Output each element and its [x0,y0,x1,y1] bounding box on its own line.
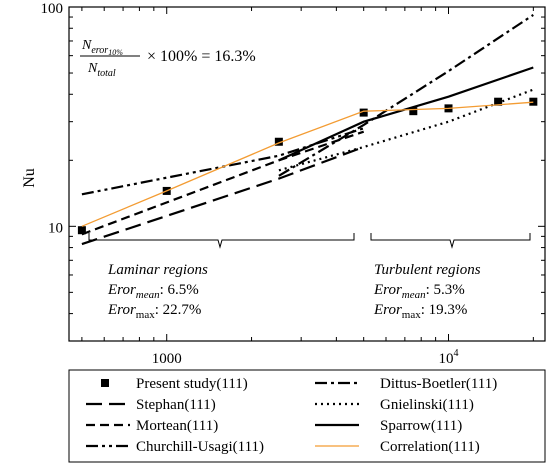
churchill-usagi-line [81,127,365,196]
x-tick-label: 104 [439,348,459,367]
legend-gnielinski-label: Gnielinski(111) [380,397,474,413]
laminar-mean: Erormean: 6.5% [107,282,199,301]
laminar-brace [88,233,355,249]
laminar-stats: Laminar regions Erormean: 6.5% Erormax: … [107,262,208,321]
dittus-boetler-line [278,13,534,177]
legend-present-study-label: Present study(111) [136,376,248,392]
laminar-title: Laminar regions [107,262,208,278]
legend-sparrow-label: Sparrow(111) [380,418,462,434]
present-study-point [529,97,538,106]
turbulent-brace [370,233,531,249]
present-study-point [409,107,418,116]
legend-mortean-label: Mortean(111) [136,418,218,434]
plot-frame [68,6,546,342]
gnielinski-line [278,88,534,172]
laminar-max: Erormax: 22.7% [107,302,201,321]
y-tick-label: 100 [41,1,64,17]
turbulent-title: Turbulent regions [374,262,481,278]
axis-tick-labels: 1000 104 10 100 [41,1,459,367]
correlation-line [81,101,534,227]
series-layer [77,13,538,246]
sparrow-line [278,66,534,162]
turbulent-mean: Erormean: 5.3% [373,282,465,301]
present-study-point [77,226,86,235]
fraction-denominator: Ntotal [87,61,116,79]
legend-churchill-usagi-label: Churchill-Usagi(111) [136,439,264,455]
x-tick-label: 1000 [152,351,182,367]
legend: Present study(111) Dittus-Boetler(111) Ste… [86,376,497,455]
turbulent-max: Erormax: 19.3% [373,302,467,321]
legend-stephan-label: Stephan(111) [136,397,216,413]
legend-box [68,369,546,463]
legend-present-study-swatch [101,379,109,387]
fraction-result: × 100% = 16.3% [147,48,256,65]
fraction-numerator: Neror10% [81,38,123,57]
error-fraction-annotation: Neror10% Ntotal × 100% = 16.3% [80,38,256,79]
stephan-line [81,145,365,246]
present-study-point [359,108,368,117]
present-study-point [494,97,503,106]
y-axis-label: Nu [21,168,38,188]
legend-correlation-label: Correlation(111) [380,439,480,455]
present-study-point [274,137,283,146]
turbulent-stats: Turbulent regions Erormean: 5.3% Erormax… [373,262,481,321]
legend-dittus-boetler-label: Dittus-Boetler(111) [380,376,497,392]
axis-ticks [69,6,545,342]
mortean-line [81,130,365,236]
y-tick-label: 10 [48,220,63,236]
